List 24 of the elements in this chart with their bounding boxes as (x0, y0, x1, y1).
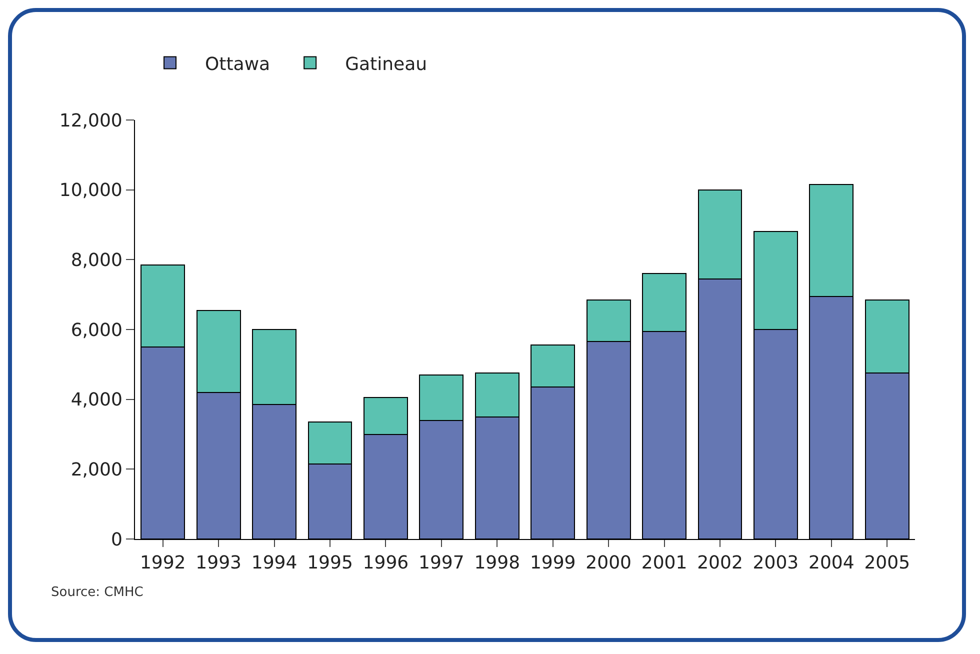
x-tick-label: 2000 (586, 552, 632, 574)
y-tick-label: 10,000 (59, 180, 122, 202)
x-tick-label: 1997 (418, 552, 464, 574)
x-tick-label: 1995 (307, 552, 353, 574)
x-tick-label: 1992 (140, 552, 186, 574)
y-tick-label: 8,000 (70, 250, 122, 271)
x-tick-label: 1998 (474, 552, 520, 574)
y-tick-label: 12,000 (59, 110, 122, 132)
y-tick-label: 2,000 (70, 459, 122, 480)
source-note: Source: CMHC (51, 585, 144, 600)
x-tick-label: 1993 (196, 552, 242, 574)
legend-label: Ottawa (205, 54, 270, 75)
legend-label: Gatineau (345, 54, 428, 75)
x-tick-label: 1999 (530, 552, 576, 574)
y-tick-label: 0 (110, 529, 122, 550)
x-tick-label: 1996 (362, 552, 409, 574)
x-tick-label: 2004 (808, 552, 854, 574)
x-tick-label: 2001 (641, 552, 688, 574)
x-tick-label: 2005 (864, 552, 910, 574)
y-tick-label: 4,000 (70, 390, 122, 411)
x-tick-label: 2002 (697, 552, 743, 574)
x-tick-label: 2003 (752, 552, 799, 574)
y-tick-label: 6,000 (70, 320, 122, 341)
x-tick-label: 1994 (251, 552, 298, 574)
